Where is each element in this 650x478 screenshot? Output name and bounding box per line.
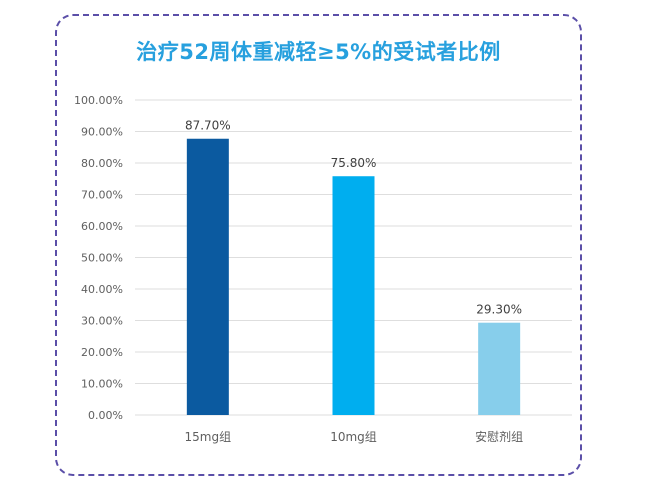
data-label: 75.80% [331,156,377,170]
y-tick-label: 90.00% [81,126,123,139]
chart-title: 治疗52周体重减轻≥5%的受试者比例 [136,40,501,64]
y-tick-label: 10.00% [81,378,123,391]
y-tick-label: 60.00% [81,220,123,233]
y-tick-label: 70.00% [81,189,123,202]
bar [332,176,375,415]
bar [478,322,521,415]
y-tick-label: 40.00% [81,283,123,296]
bar [186,138,229,415]
y-tick-label: 20.00% [81,346,123,359]
x-tick-label: 15mg组 [185,430,232,444]
y-tick-label: 100.00% [74,94,123,107]
y-tick-label: 30.00% [81,315,123,328]
data-label: 87.70% [185,119,231,133]
chart-frame [55,14,582,476]
y-tick-label: 80.00% [81,157,123,170]
data-label: 29.30% [476,303,522,317]
x-tick-label: 10mg组 [330,430,377,444]
x-tick-label: 安慰剂组 [475,429,523,444]
y-tick-label: 0.00% [88,409,123,422]
y-tick-label: 50.00% [81,252,123,265]
